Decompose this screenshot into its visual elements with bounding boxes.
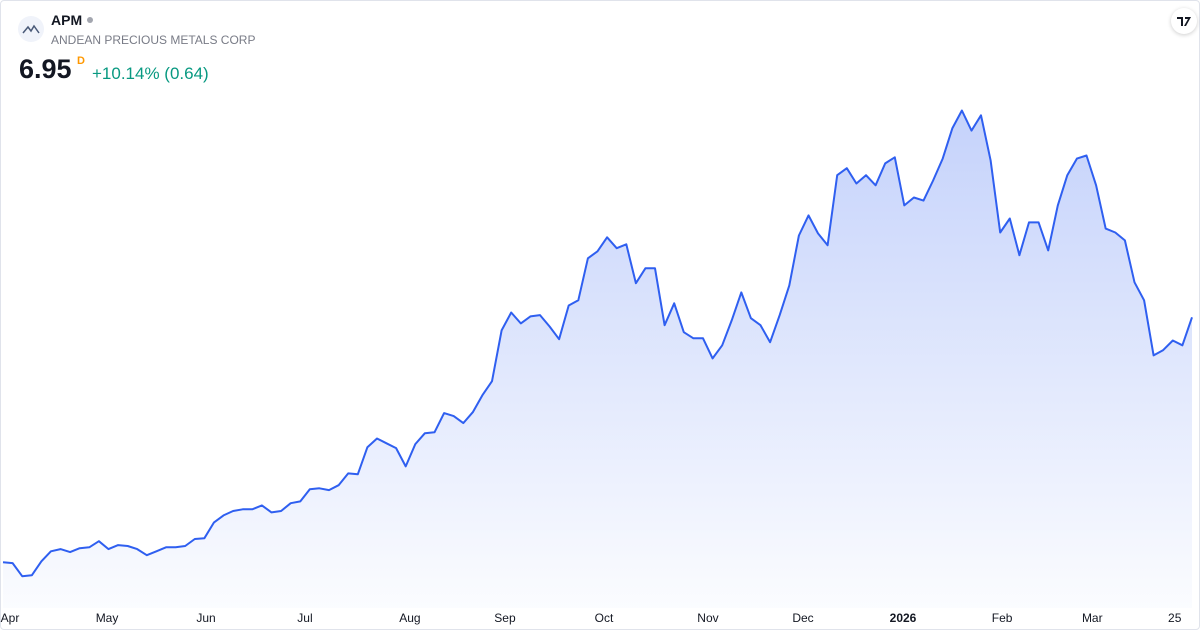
interval: D xyxy=(77,55,85,67)
x-tick-label: Dec xyxy=(792,611,813,625)
change: +10.14% (0.64) xyxy=(92,64,209,83)
area-fill xyxy=(3,110,1192,608)
x-tick-label: Jun xyxy=(196,611,215,625)
logo-icon xyxy=(22,24,40,34)
company-logo xyxy=(18,16,44,42)
x-tick-label: Feb xyxy=(992,611,1013,625)
brand-icon xyxy=(1177,17,1191,26)
symbol: APM xyxy=(51,12,83,28)
x-tick-label: May xyxy=(96,611,119,625)
status-dot xyxy=(87,17,93,23)
brand-logo[interactable] xyxy=(1171,8,1197,34)
price-line xyxy=(2,109,1193,578)
x-tick-label: Mar xyxy=(1082,611,1103,625)
x-tick-label: Apr xyxy=(1,611,20,625)
x-tick-label: Aug xyxy=(399,611,420,625)
x-tick-label: 2026 xyxy=(890,611,917,625)
x-tick-label: Nov xyxy=(697,611,718,625)
x-tick-label: 25 xyxy=(1168,611,1182,625)
x-tick-label: Sep xyxy=(494,611,516,625)
company-name: ANDEAN PRECIOUS METALS CORP xyxy=(51,33,256,47)
x-tick-label: Jul xyxy=(297,611,312,625)
price: 6.95 xyxy=(19,54,72,84)
x-tick-label: Oct xyxy=(595,611,614,625)
